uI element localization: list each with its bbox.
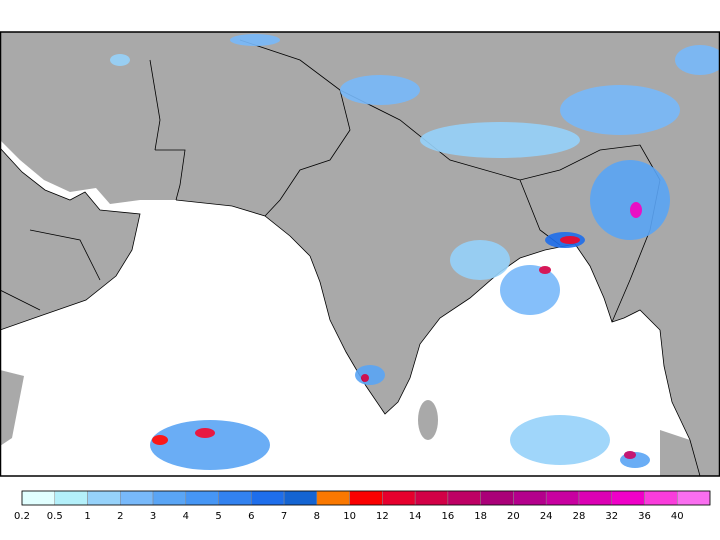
colorbar-swatch xyxy=(382,490,416,506)
colorbar-swatch xyxy=(644,490,678,506)
colorbar-swatch xyxy=(513,490,547,506)
colorbar-label: 12 xyxy=(376,511,389,522)
colorbar-label: 32 xyxy=(605,511,618,522)
colorbar-label: 4 xyxy=(183,511,189,522)
colorbar-label: 3 xyxy=(150,511,156,522)
colorbar-label: 16 xyxy=(442,511,455,522)
colorbar-label: 1 xyxy=(84,511,90,522)
colorbar-label: 24 xyxy=(540,511,553,522)
colorbar-swatch xyxy=(545,490,580,506)
colorbar-label: 7 xyxy=(281,511,287,522)
colorbar-swatch xyxy=(414,490,449,506)
colorbar-label: 6 xyxy=(248,511,254,522)
colorbar-swatch xyxy=(21,490,56,506)
colorbar-label: 0.2 xyxy=(14,511,30,522)
colorbar-label: 10 xyxy=(343,511,356,522)
colorbar-label: 18 xyxy=(474,511,487,522)
colorbar: 0.2 0.5 1 2 3 4 5 6 7 8 10 12 14 16 18 20 24 28 32 36 40 xyxy=(14,490,711,522)
colorbar-swatch xyxy=(578,490,612,506)
colorbar-swatch xyxy=(676,490,711,506)
colorbar-label: 36 xyxy=(638,511,651,522)
colorbar-label: 14 xyxy=(409,511,422,522)
colorbar-frame xyxy=(21,490,711,506)
colorbar-swatch xyxy=(185,490,219,506)
colorbar-swatch xyxy=(447,490,481,506)
map xyxy=(0,31,720,477)
sri-lanka xyxy=(418,400,438,440)
colorbar-label: 8 xyxy=(314,511,320,522)
colorbar-label: 5 xyxy=(215,511,221,522)
colorbar-swatch xyxy=(120,490,154,506)
colorbar-label: 0.5 xyxy=(47,511,63,522)
colorbar-swatch xyxy=(251,490,285,506)
colorbar-swatch xyxy=(218,490,252,506)
colorbar-label: 20 xyxy=(507,511,520,522)
colorbar-swatch xyxy=(480,490,514,506)
colorbar-swatch xyxy=(87,490,121,506)
colorbar-swatch xyxy=(349,490,383,506)
land-se xyxy=(660,430,700,476)
colorbar-label: 2 xyxy=(117,511,123,522)
colorbar-swatch xyxy=(611,490,645,506)
precipitation xyxy=(110,34,720,470)
colorbar-label: 40 xyxy=(671,511,684,522)
colorbar-swatch xyxy=(283,490,318,506)
colorbar-label: 28 xyxy=(573,511,586,522)
colorbar-swatch xyxy=(54,490,88,506)
colorbar-swatch xyxy=(316,490,350,506)
colorbar-swatch xyxy=(152,490,187,506)
ocean xyxy=(0,140,700,476)
